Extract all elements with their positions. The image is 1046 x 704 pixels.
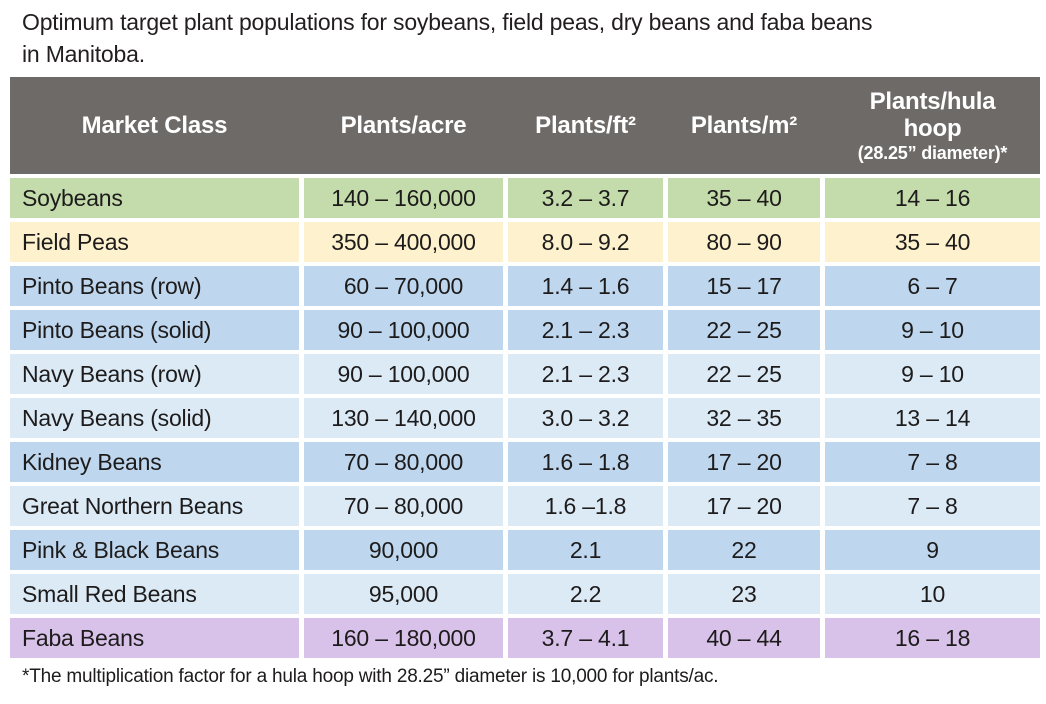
cell-market-class: Navy Beans (row) xyxy=(10,354,299,394)
title-line-2: in Manitoba. xyxy=(22,41,145,67)
table-row: Pink & Black Beans 90,000 2.1 22 9 xyxy=(10,530,1040,570)
cell-plants-per-hula-hoop: 7 – 8 xyxy=(825,442,1040,482)
cell-plants-per-m2: 22 – 25 xyxy=(668,354,820,394)
table-row: Soybeans 140 – 160,000 3.2 – 3.7 35 – 40… xyxy=(10,178,1040,218)
cell-plants-per-hula-hoop: 7 – 8 xyxy=(825,486,1040,526)
column-header-market-class: Market Class xyxy=(81,112,228,139)
table-body: Soybeans 140 – 160,000 3.2 – 3.7 35 – 40… xyxy=(10,178,1040,658)
cell-market-class: Great Northern Beans xyxy=(10,486,299,526)
table-row: Navy Beans (row) 90 – 100,000 2.1 – 2.3 … xyxy=(10,354,1040,394)
column-header-plants-per-ft2: Plants/ft² xyxy=(535,112,636,139)
hula-hoop-label: Plants/hula hoop xyxy=(869,87,996,142)
cell-plants-per-m2: 40 – 44 xyxy=(668,618,820,658)
table-row: Field Peas 350 – 400,000 8.0 – 9.2 80 – … xyxy=(10,222,1040,262)
cell-plants-per-acre: 70 – 80,000 xyxy=(304,486,503,526)
table-row: Faba Beans 160 – 180,000 3.7 – 4.1 40 – … xyxy=(10,618,1040,658)
table-row: Small Red Beans 95,000 2.2 23 10 xyxy=(10,574,1040,614)
cell-plants-per-m2: 80 – 90 xyxy=(668,222,820,262)
cell-plants-per-hula-hoop: 9 – 10 xyxy=(825,354,1040,394)
hula-hoop-diameter-note: (28.25” diameter)* xyxy=(857,142,1008,163)
cell-plants-per-acre: 95,000 xyxy=(304,574,503,614)
cell-plants-per-hula-hoop: 13 – 14 xyxy=(825,398,1040,438)
cell-plants-per-acre: 130 – 140,000 xyxy=(304,398,503,438)
cell-plants-per-ft2: 2.1 – 2.3 xyxy=(508,310,663,350)
cell-plants-per-acre: 90 – 100,000 xyxy=(304,310,503,350)
cell-market-class: Soybeans xyxy=(10,178,299,218)
cell-plants-per-acre: 90 – 100,000 xyxy=(304,354,503,394)
cell-plants-per-hula-hoop: 9 xyxy=(825,530,1040,570)
cell-plants-per-acre: 140 – 160,000 xyxy=(304,178,503,218)
column-header-plants-per-acre: Plants/acre xyxy=(340,112,467,139)
cell-plants-per-m2: 22 – 25 xyxy=(668,310,820,350)
cell-plants-per-m2: 22 xyxy=(668,530,820,570)
cell-plants-per-ft2: 1.6 –1.8 xyxy=(508,486,663,526)
cell-plants-per-m2: 15 – 17 xyxy=(668,266,820,306)
cell-plants-per-m2: 23 xyxy=(668,574,820,614)
cell-market-class: Pink & Black Beans xyxy=(10,530,299,570)
table-row: Navy Beans (solid) 130 – 140,000 3.0 – 3… xyxy=(10,398,1040,438)
page-title: Optimum target plant populations for soy… xyxy=(22,6,1026,70)
cell-market-class: Pinto Beans (row) xyxy=(10,266,299,306)
cell-plants-per-m2: 17 – 20 xyxy=(668,486,820,526)
cell-plants-per-hula-hoop: 6 – 7 xyxy=(825,266,1040,306)
table-row: Pinto Beans (solid) 90 – 100,000 2.1 – 2… xyxy=(10,310,1040,350)
plant-population-table: Market Class Plants/acre Plants/ft² Plan… xyxy=(10,77,1040,658)
table-row: Great Northern Beans 70 – 80,000 1.6 –1.… xyxy=(10,486,1040,526)
cell-market-class: Faba Beans xyxy=(10,618,299,658)
cell-market-class: Small Red Beans xyxy=(10,574,299,614)
cell-plants-per-hula-hoop: 14 – 16 xyxy=(825,178,1040,218)
column-header-plants-per-m2: Plants/m² xyxy=(690,112,798,139)
cell-plants-per-ft2: 8.0 – 9.2 xyxy=(508,222,663,262)
cell-plants-per-m2: 17 – 20 xyxy=(668,442,820,482)
cell-plants-per-hula-hoop: 10 xyxy=(825,574,1040,614)
cell-plants-per-m2: 35 – 40 xyxy=(668,178,820,218)
page: Optimum target plant populations for soy… xyxy=(0,6,1046,704)
cell-plants-per-hula-hoop: 9 – 10 xyxy=(825,310,1040,350)
cell-plants-per-acre: 60 – 70,000 xyxy=(304,266,503,306)
cell-market-class: Navy Beans (solid) xyxy=(10,398,299,438)
cell-plants-per-hula-hoop: 35 – 40 xyxy=(825,222,1040,262)
cell-plants-per-acre: 70 – 80,000 xyxy=(304,442,503,482)
cell-plants-per-ft2: 2.1 xyxy=(508,530,663,570)
cell-plants-per-acre: 90,000 xyxy=(304,530,503,570)
cell-market-class: Field Peas xyxy=(10,222,299,262)
cell-plants-per-ft2: 1.4 – 1.6 xyxy=(508,266,663,306)
cell-plants-per-m2: 32 – 35 xyxy=(668,398,820,438)
table-row: Pinto Beans (row) 60 – 70,000 1.4 – 1.6 … xyxy=(10,266,1040,306)
table-row: Kidney Beans 70 – 80,000 1.6 – 1.8 17 – … xyxy=(10,442,1040,482)
cell-plants-per-ft2: 1.6 – 1.8 xyxy=(508,442,663,482)
cell-market-class: Pinto Beans (solid) xyxy=(10,310,299,350)
cell-plants-per-ft2: 2.1 – 2.3 xyxy=(508,354,663,394)
footnote: *The multiplication factor for a hula ho… xyxy=(22,666,719,687)
cell-plants-per-acre: 160 – 180,000 xyxy=(304,618,503,658)
cell-plants-per-hula-hoop: 16 – 18 xyxy=(825,618,1040,658)
cell-market-class: Kidney Beans xyxy=(10,442,299,482)
cell-plants-per-ft2: 2.2 xyxy=(508,574,663,614)
cell-plants-per-ft2: 3.0 – 3.2 xyxy=(508,398,663,438)
column-header-plants-per-hula-hoop: Plants/hula hoop (28.25” diameter)* xyxy=(825,88,1040,164)
cell-plants-per-ft2: 3.7 – 4.1 xyxy=(508,618,663,658)
cell-plants-per-ft2: 3.2 – 3.7 xyxy=(508,178,663,218)
title-line-1: Optimum target plant populations for soy… xyxy=(22,9,873,35)
cell-plants-per-acre: 350 – 400,000 xyxy=(304,222,503,262)
table-header-row: Market Class Plants/acre Plants/ft² Plan… xyxy=(10,77,1040,174)
